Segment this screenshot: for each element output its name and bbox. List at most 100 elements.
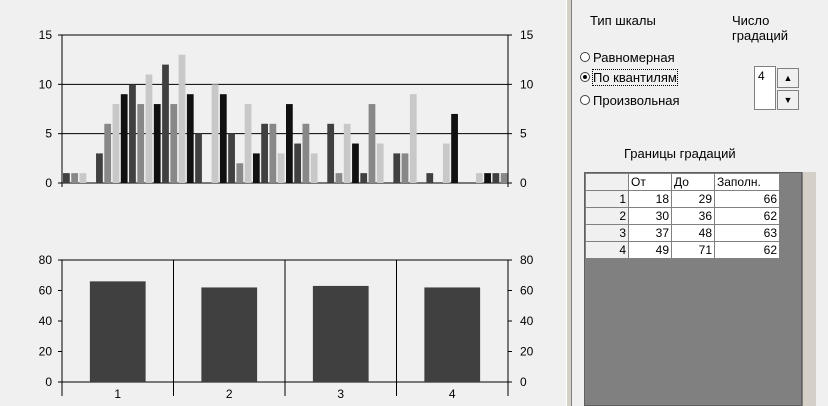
radio-uniform-label: Равномерная	[593, 49, 675, 65]
y-tick-label-right: 15	[520, 28, 534, 42]
gradation-bar	[201, 287, 258, 382]
table-corner	[585, 173, 629, 191]
histogram-bar	[228, 133, 235, 183]
cell-fill[interactable]: 62	[714, 207, 780, 225]
histogram-bar	[129, 84, 136, 183]
radio-quantiles-label: По квантилям	[592, 68, 678, 86]
histogram-bar	[376, 143, 384, 183]
cell-to[interactable]: 48	[671, 224, 715, 242]
radio-indicator	[580, 72, 590, 82]
row-index: 2	[585, 207, 629, 225]
histogram-bar	[186, 94, 194, 183]
cell-fill[interactable]: 62	[714, 241, 780, 259]
histogram-bar	[360, 173, 368, 183]
scale-type-label: Тип шкалы	[590, 13, 656, 28]
radio-uniform[interactable]: Равномерная	[580, 49, 675, 65]
histogram-bar	[269, 123, 277, 183]
gradation-bounds-label: Границы градаций	[624, 146, 736, 161]
histogram-chart: 0 0 5 5 10 10 15 15	[39, 28, 534, 190]
cell-fill[interactable]: 66	[714, 190, 780, 208]
histogram-bar	[162, 64, 169, 183]
y-tick-label-right: 0	[520, 176, 527, 190]
histogram-bar	[327, 123, 335, 183]
histogram-bar	[442, 143, 450, 183]
y-tick-label-right: 40	[520, 314, 534, 328]
histogram-bar	[401, 153, 409, 183]
cell-to[interactable]: 36	[671, 207, 715, 225]
col-header-from: От	[628, 173, 672, 191]
y-tick-label-left: 40	[39, 314, 53, 328]
x-tick-label: 2	[226, 387, 233, 401]
y-tick-label-left: 5	[45, 127, 52, 141]
histogram-bar	[112, 104, 120, 183]
histogram-bar	[393, 153, 401, 183]
bounds-table: От До Заполн. 1 18 29 66 2 30 36 62 3 37…	[585, 173, 780, 259]
cell-from[interactable]: 49	[628, 241, 672, 259]
histogram-bar	[451, 113, 458, 183]
histogram-bar	[286, 104, 293, 183]
histogram-bar	[145, 74, 153, 183]
histogram-bar	[492, 173, 500, 183]
charts-area: 0 0 5 5 10 10 15 15 0 0 20 20 40 40 60 60 80 80 1 2 3 4	[38, 28, 534, 401]
y-tick-label-right: 60	[520, 284, 534, 298]
histogram-bar	[170, 104, 178, 183]
radio-quantiles[interactable]: По квантилям	[580, 68, 678, 86]
spin-down-button[interactable]: ▼	[777, 90, 799, 110]
cell-to[interactable]: 29	[671, 190, 715, 208]
spin-up-button[interactable]: ▲	[777, 68, 799, 88]
histogram-bar	[195, 133, 202, 183]
histogram-bar	[252, 153, 260, 183]
cell-to[interactable]: 71	[671, 241, 715, 259]
histogram-bar	[484, 173, 491, 183]
histogram-bar	[310, 153, 318, 183]
bounds-grid: От До Заполн. 1 18 29 66 2 30 36 62 3 37…	[584, 172, 802, 406]
histogram-bar	[475, 173, 483, 183]
gradation-bar	[424, 287, 481, 382]
radio-indicator	[580, 52, 590, 62]
histogram-bar	[211, 84, 219, 183]
table-header-row: От До Заполн.	[585, 173, 780, 191]
splitter[interactable]	[566, 0, 572, 406]
histogram-bar	[426, 173, 434, 183]
histogram-bar	[261, 123, 268, 183]
x-tick-label: 3	[337, 387, 344, 401]
table-row[interactable]: 2 30 36 62	[585, 207, 780, 225]
histogram-bar	[79, 173, 87, 183]
y-tick-label-left: 0	[45, 375, 52, 389]
col-header-to: До	[671, 173, 715, 191]
histogram-bar	[368, 104, 376, 183]
y-tick-label-right: 0	[520, 375, 527, 389]
gradation-bar	[312, 285, 369, 382]
radio-custom-label: Произвольная	[593, 92, 680, 108]
x-tick-label: 1	[114, 387, 121, 401]
y-tick-label-right: 10	[520, 77, 534, 91]
cell-from[interactable]: 18	[628, 190, 672, 208]
y-tick-label-left: 20	[39, 345, 53, 359]
histogram-bar	[294, 143, 302, 183]
histogram-bar	[409, 94, 417, 183]
cell-from[interactable]: 37	[628, 224, 672, 242]
cell-fill[interactable]: 63	[714, 224, 780, 242]
histogram-bar	[500, 173, 508, 183]
cell-from[interactable]: 30	[628, 207, 672, 225]
histogram-bar	[71, 173, 79, 183]
table-row[interactable]: 1 18 29 66	[585, 190, 780, 208]
radio-custom[interactable]: Произвольная	[580, 92, 680, 108]
y-tick-label-right: 20	[520, 345, 534, 359]
y-tick-label-left: 60	[39, 284, 53, 298]
histogram-bar	[352, 143, 359, 183]
histogram-bar	[120, 94, 128, 183]
col-header-fill: Заполн.	[714, 173, 780, 191]
radio-indicator	[580, 95, 590, 105]
gradations-count-label: Число градаций	[732, 13, 788, 43]
gradation-fill-chart: 0 0 20 20 40 40 60 60 80 80 1 2 3 4	[39, 253, 534, 401]
histogram-bar	[137, 104, 145, 183]
histogram-bar	[244, 104, 252, 183]
histogram-bar	[236, 163, 244, 183]
y-tick-label-left: 0	[45, 176, 52, 190]
table-row[interactable]: 3 37 48 63	[585, 224, 780, 242]
x-tick-label: 4	[449, 387, 456, 401]
table-row[interactable]: 4 49 71 62	[585, 241, 780, 259]
gradations-count-input[interactable]: 4	[754, 66, 776, 110]
vertical-scrollbar[interactable]	[802, 172, 816, 406]
